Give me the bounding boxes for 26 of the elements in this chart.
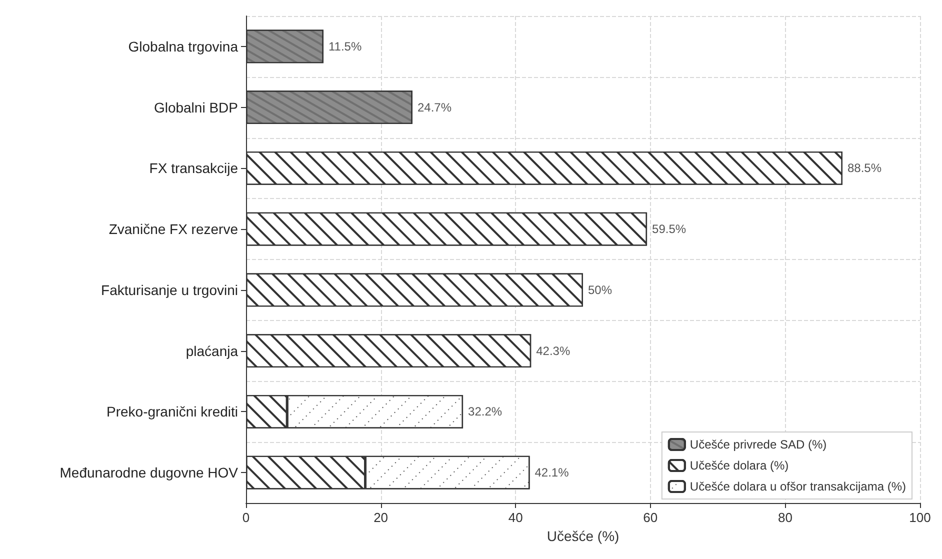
total-label: 50% (588, 282, 612, 297)
x-tick-label: 40 (508, 510, 523, 525)
total-label: 42.3% (536, 344, 570, 358)
legend-label: Učešće dolara (%) (690, 458, 789, 472)
y-tick-label: Globalni BDP (154, 99, 238, 116)
total-label: 88.5% (847, 161, 882, 176)
x-tick-label: 60 (643, 510, 658, 525)
y-tick-label: Globalna trgovina (128, 38, 238, 54)
total-label: 59.5% (652, 222, 686, 236)
x-tick-label: 100 (909, 510, 931, 525)
total-label: 32.2% (468, 404, 502, 419)
total-label: 11.5% (328, 39, 362, 54)
y-tick-label: Zvanične FX rezerve (108, 221, 238, 238)
x-tick-label: 0 (242, 510, 250, 525)
x-axis-title: Učešće (%) (546, 528, 620, 544)
total-label: 24.7% (417, 100, 452, 114)
legend-label: Učešće dolara u ofšor transakcijama (%) (690, 480, 906, 494)
y-tick-label: Preko-granični krediti (106, 404, 238, 420)
y-tick-label: Međunarodne dugovne HOV (60, 464, 239, 481)
y-tick-label: FX transakcije (149, 160, 238, 176)
x-tick-label: 80 (778, 510, 792, 525)
y-tick-label: Fakturisanje u trgovini (101, 282, 238, 298)
total-label: 42.1% (534, 466, 570, 480)
y-tick-label: plaćanja (186, 342, 238, 359)
legend-label: Učešće privrede SAD (%) (690, 438, 827, 452)
x-tick-label: 20 (374, 510, 388, 525)
